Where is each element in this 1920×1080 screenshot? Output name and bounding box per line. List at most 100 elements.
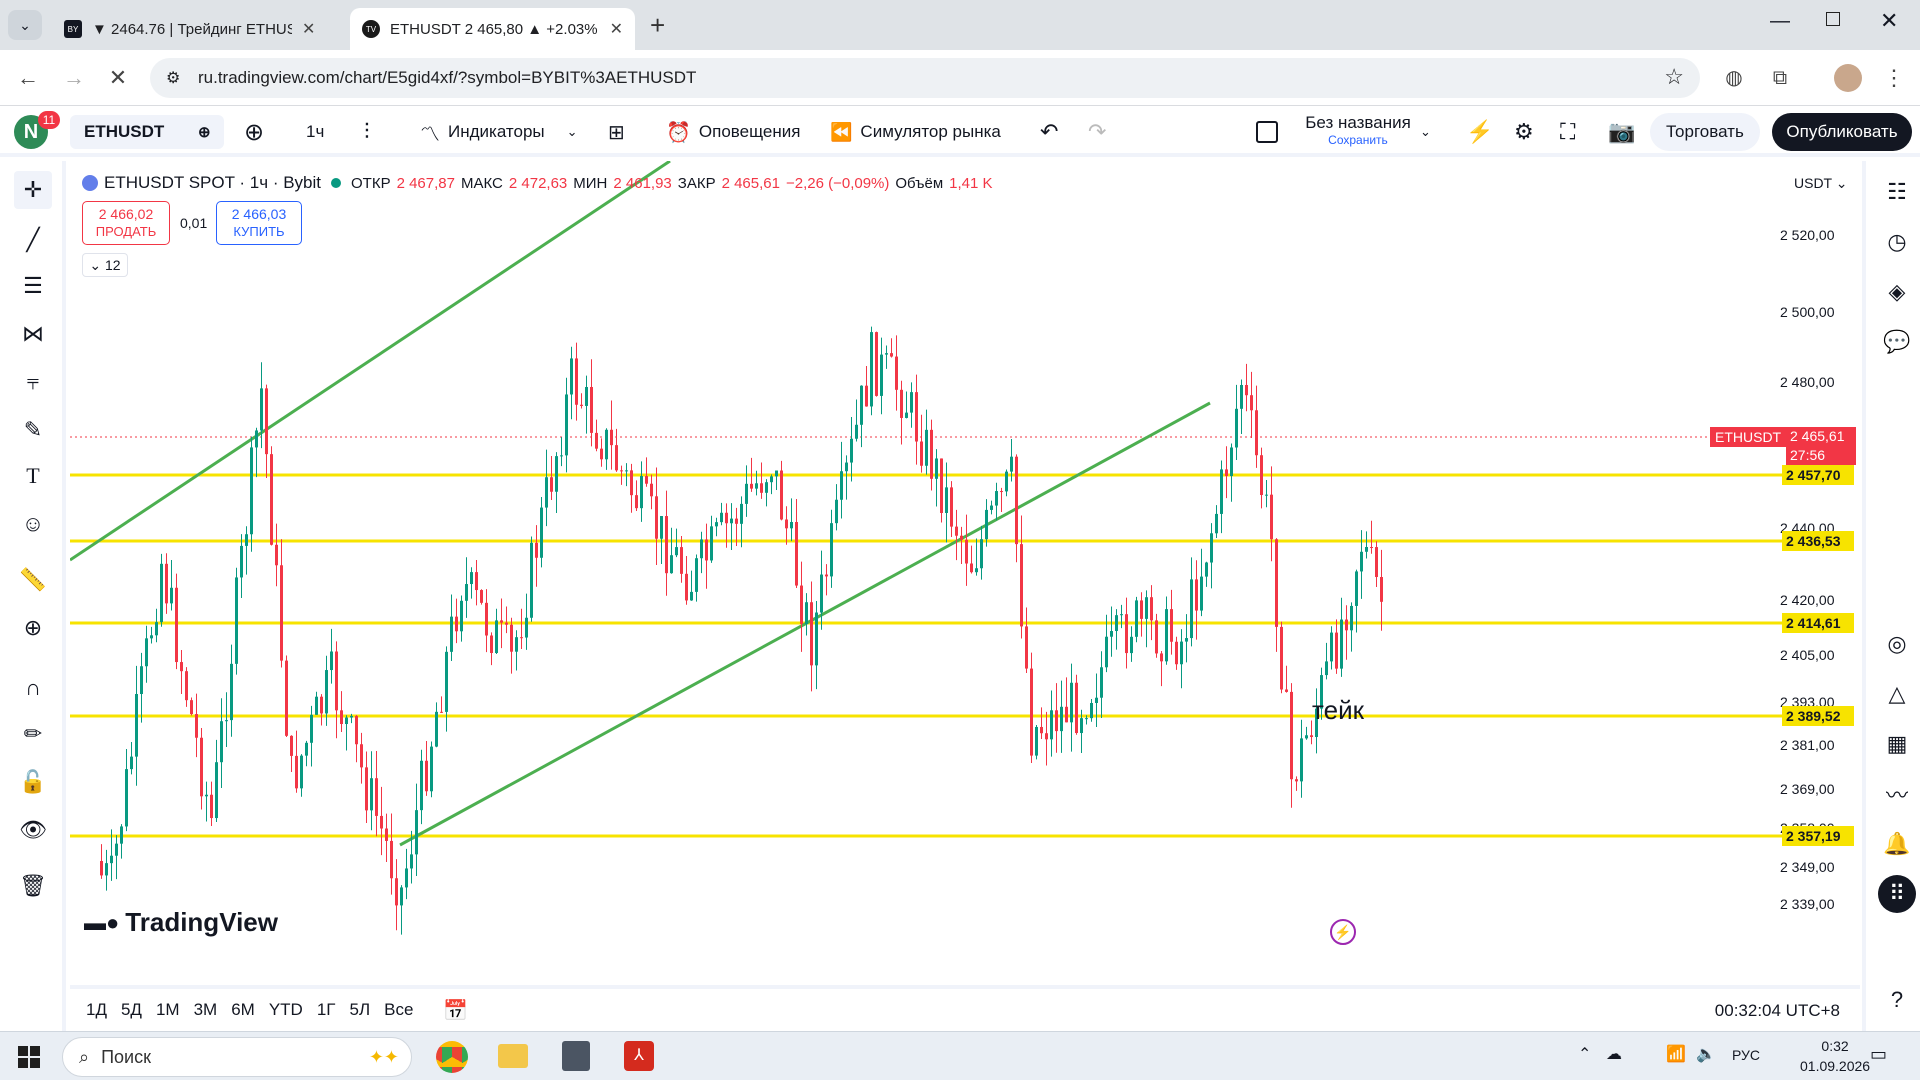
snapshot-camera-icon[interactable]: 📷 [1608, 119, 1636, 144]
annotation-text[interactable]: тейк [1312, 695, 1364, 725]
streams-icon[interactable]: 〰 [1885, 783, 1908, 808]
input-language[interactable]: РУС [1732, 1047, 1761, 1063]
ideas-icon[interactable]: △ [1888, 681, 1906, 706]
help-icon[interactable]: ? [1890, 987, 1904, 1012]
stop-loading-icon[interactable]: ✕ [108, 65, 128, 90]
publish-button[interactable]: Опубликовать [1772, 113, 1912, 151]
chevron-down-icon[interactable]: ⌄ [566, 124, 578, 139]
restore-window-icon[interactable] [1826, 12, 1840, 26]
forward-icon[interactable]: → [63, 65, 85, 90]
undo-icon[interactable]: ↶ [1040, 119, 1059, 144]
templates-icon[interactable]: ⊞ [608, 121, 625, 144]
quick-search-icon[interactable]: ⚡ [1466, 119, 1494, 144]
tab-search-button[interactable]: ⌄ [8, 10, 42, 40]
new-tab-button[interactable]: + [650, 10, 666, 40]
pattern-icon[interactable]: ⋈ [22, 321, 44, 346]
products-grid-icon[interactable]: ⠿ [1878, 875, 1916, 913]
layout-chevron-down-icon[interactable]: ⌄ [1420, 124, 1431, 139]
back-icon[interactable]: ← [17, 65, 39, 90]
sell-button[interactable]: 2 466,02 ПРОДАТЬ [82, 201, 170, 245]
trend-line[interactable] [399, 401, 1211, 847]
range-button-3[interactable]: 3М [193, 1000, 218, 1019]
pdf-reader-icon[interactable]: ⅄ [624, 1041, 654, 1071]
object-tree-layers-icon[interactable]: ◈ [1888, 279, 1906, 304]
add-symbol-icon[interactable]: ⊕ [198, 124, 211, 141]
trade-button[interactable]: Торговать [1650, 113, 1760, 151]
text-tool-icon[interactable]: T [26, 463, 40, 488]
range-button-1[interactable]: 5Д [120, 1000, 142, 1019]
vpn-globe-icon[interactable]: ◍ [1725, 67, 1743, 89]
chart-type-candles-icon[interactable]: ⫶ [364, 119, 370, 144]
lightning-event-icon[interactable]: ⚡ [1330, 919, 1356, 945]
emoji-icon[interactable]: ☺ [21, 511, 45, 536]
system-clock[interactable]: 0:32 01.09.2026 [1800, 1036, 1870, 1076]
chart-area[interactable]: ETHUSDT SPOT · 1ч · Bybit ОТКР 2 467,87 М… [70, 161, 1860, 951]
range-button-6[interactable]: 1Г [316, 1000, 336, 1019]
close-tab-icon[interactable]: ✕ [609, 21, 623, 38]
trend-line-icon[interactable]: ╱ [26, 227, 40, 252]
goto-date-calendar-icon[interactable]: 📅 [443, 999, 469, 1022]
notifications-bell-icon[interactable]: 🔔 [1883, 831, 1911, 856]
compare-add-icon[interactable]: ⊕ [244, 118, 265, 146]
range-button-5[interactable]: YTD [268, 1000, 303, 1019]
calculator-icon[interactable] [562, 1041, 590, 1071]
redo-icon[interactable]: ↷ [1088, 119, 1107, 144]
price-chart[interactable] [70, 161, 1860, 951]
save-label[interactable]: Сохранить [1328, 133, 1388, 147]
brush-icon[interactable]: ✎ [23, 417, 43, 442]
symbol-search-button[interactable]: ETHUSDT ⊕ [70, 115, 224, 149]
bookmark-star-icon[interactable]: ☆ [1664, 64, 1684, 89]
close-window-icon[interactable]: ✕ [1880, 8, 1899, 33]
range-button-7[interactable]: 5Л [349, 1000, 371, 1019]
range-button-2[interactable]: 1М [155, 1000, 180, 1019]
notification-center-icon[interactable]: ▭ [1870, 1044, 1888, 1064]
tradingview-logo[interactable]: ▬● TradingView [84, 907, 278, 938]
buy-button[interactable]: 2 466,03 КУПИТЬ [216, 201, 302, 245]
utc-clock[interactable]: 00:32:04 UTC+8 [1714, 1001, 1840, 1020]
alerts-clock-icon[interactable]: ◷ [1887, 229, 1907, 254]
volume-icon[interactable]: 🔈 [1696, 1046, 1716, 1063]
close-tab-icon[interactable]: ✕ [302, 21, 316, 38]
tray-chevron-up-icon[interactable]: ⌃ [1578, 1046, 1592, 1063]
magnet-icon[interactable]: ∩ [25, 675, 41, 700]
lock-drawings-pencil-icon[interactable]: ✏ [23, 721, 43, 746]
browser-tab-tradingview[interactable]: TV ETHUSDT 2 465,80 ▲ +2.03% Бе ✕ [350, 8, 635, 50]
zoom-in-icon[interactable]: ⊕ [23, 615, 43, 640]
crosshair-icon[interactable]: ✛ [14, 171, 52, 209]
range-button-0[interactable]: 1Д [86, 1000, 107, 1019]
watchlist-icon[interactable]: ☷ [1887, 179, 1907, 204]
range-button-8[interactable]: Все [384, 1000, 414, 1019]
interval-button[interactable]: 1ч [306, 122, 325, 141]
fib-levels-icon[interactable]: ⫧ [26, 369, 40, 394]
chrome-app-icon[interactable] [436, 1041, 468, 1073]
alerts-button[interactable]: ⏰ Оповещения [666, 107, 800, 157]
indicators-collapse-button[interactable]: ⌄ 12 [82, 253, 128, 277]
settings-gear-icon[interactable]: ⚙ [1514, 119, 1534, 144]
replay-button[interactable]: ⏪ Симулятор рынка [830, 107, 1001, 157]
range-button-4[interactable]: 6М [231, 1000, 255, 1019]
browser-menu-icon[interactable]: ⋮ [1883, 65, 1905, 90]
site-info-icon[interactable]: ⚙ [166, 70, 181, 87]
trash-icon[interactable]: 🗑 [19, 873, 47, 898]
minimize-window-icon[interactable]: — [1770, 10, 1790, 32]
layout-square-icon[interactable] [1256, 107, 1278, 157]
taskbar-search-box[interactable]: ⌕ Поиск ✦✦ [62, 1037, 412, 1077]
profile-avatar[interactable] [1834, 64, 1862, 92]
indicators-button[interactable]: 〽 Индикаторы ⌄ [420, 107, 578, 157]
trend-line[interactable] [70, 161, 671, 562]
file-explorer-icon[interactable] [498, 1044, 528, 1068]
fullscreen-icon[interactable]: ⛶ [1560, 119, 1576, 144]
eye-icon[interactable]: 👁 [19, 817, 47, 842]
browser-tab-bybit[interactable]: BY ▼ 2464.76 | Трейдинг ETHUSDT ✕ [52, 8, 342, 50]
lock-icon[interactable]: 🔓 [19, 769, 47, 794]
onedrive-cloud-icon[interactable]: ☁ [1606, 1046, 1622, 1063]
pulse-target-icon[interactable]: ◎ [1887, 631, 1907, 656]
network-icon[interactable]: 📶 [1666, 1046, 1686, 1063]
calendar-icon[interactable]: ▦ [1886, 731, 1908, 756]
currency-selector[interactable]: USDT ⌄ [1794, 175, 1848, 191]
horizontal-lines-icon[interactable]: ☰ [23, 273, 43, 298]
windows-start-icon[interactable] [18, 1046, 40, 1068]
ruler-icon[interactable]: 📏 [19, 567, 47, 592]
chat-icon[interactable]: 💬 [1883, 329, 1911, 354]
layout-name-button[interactable]: Без названия Сохранить [1298, 113, 1418, 147]
